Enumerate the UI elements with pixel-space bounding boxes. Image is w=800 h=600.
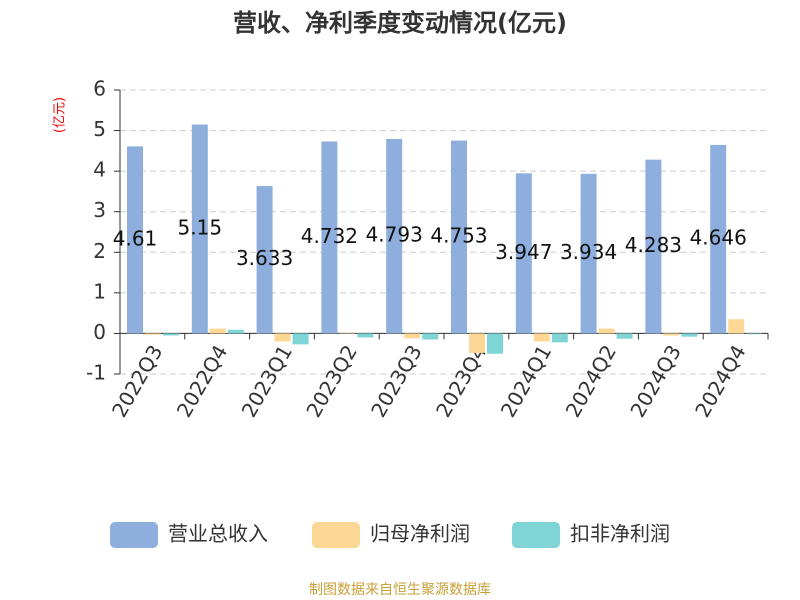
x-tick-label: 2022Q4 (172, 341, 232, 422)
bar (533, 333, 550, 342)
bar (191, 124, 208, 334)
bar (451, 140, 467, 334)
bar (357, 333, 374, 338)
bar (681, 333, 698, 337)
data-label: 4.753 (430, 224, 487, 248)
bar (598, 328, 615, 334)
bar (580, 173, 597, 334)
bar (227, 329, 244, 334)
data-label: 3.947 (495, 240, 552, 264)
data-label: 4.283 (625, 233, 682, 257)
source-note: 制图数据来自恒生聚源数据库 (309, 582, 491, 598)
bar (274, 333, 291, 342)
legend-swatch (512, 522, 560, 548)
data-label: 3.934 (560, 240, 617, 264)
x-tick-label: 2024Q2 (561, 341, 621, 422)
bar (145, 333, 161, 335)
legend-label: 归母净利润 (370, 522, 470, 546)
x-tick-label: 2024Q1 (496, 341, 556, 422)
x-tick-label: 2024Q4 (690, 341, 750, 422)
y-tick-label: 0 (93, 320, 106, 344)
y-tick-label: 5 (93, 117, 106, 141)
y-axis-label: (亿元) (53, 97, 68, 133)
bar (487, 333, 503, 354)
bar (728, 319, 745, 334)
y-tick-label: 3 (93, 198, 106, 222)
bar (710, 144, 727, 334)
x-tick-label: 2024Q3 (625, 341, 685, 422)
data-label: 4.646 (690, 226, 747, 250)
data-label: 4.61 (113, 226, 158, 250)
data-label: 4.793 (366, 223, 423, 247)
bar (616, 333, 633, 339)
bar (551, 333, 568, 343)
bar (386, 138, 403, 334)
legend-swatch (110, 522, 158, 548)
x-tick-label: 2022Q3 (107, 341, 167, 422)
data-label: 3.633 (236, 246, 293, 270)
data-label: 5.15 (178, 215, 223, 239)
bar (663, 333, 680, 336)
bar (321, 141, 338, 334)
y-tick-label: -1 (86, 361, 106, 385)
y-tick-label: 2 (93, 239, 106, 263)
bar (209, 328, 226, 334)
bar (163, 333, 179, 336)
bar (404, 333, 421, 339)
y-tick-label: 6 (93, 77, 106, 101)
x-tick-label: 2023Q2 (301, 341, 361, 422)
y-tick-label: 1 (93, 279, 106, 303)
bar (515, 173, 532, 334)
bar (422, 333, 439, 340)
bar (256, 186, 273, 334)
x-tick-label: 2023Q3 (366, 341, 426, 422)
legend-label: 营业总收入 (168, 522, 268, 546)
bar (746, 333, 763, 335)
data-label: 4.732 (301, 224, 358, 248)
legend-label: 扣非净利润 (570, 522, 670, 546)
bar (127, 146, 143, 334)
chart-title: 营收、净利季度变动情况(亿元) (233, 9, 567, 37)
bar (645, 159, 662, 334)
legend-swatch (312, 522, 360, 548)
x-tick-label: 2023Q1 (237, 341, 297, 422)
bar (292, 333, 309, 345)
y-tick-label: 4 (93, 158, 106, 182)
bar (469, 333, 485, 353)
